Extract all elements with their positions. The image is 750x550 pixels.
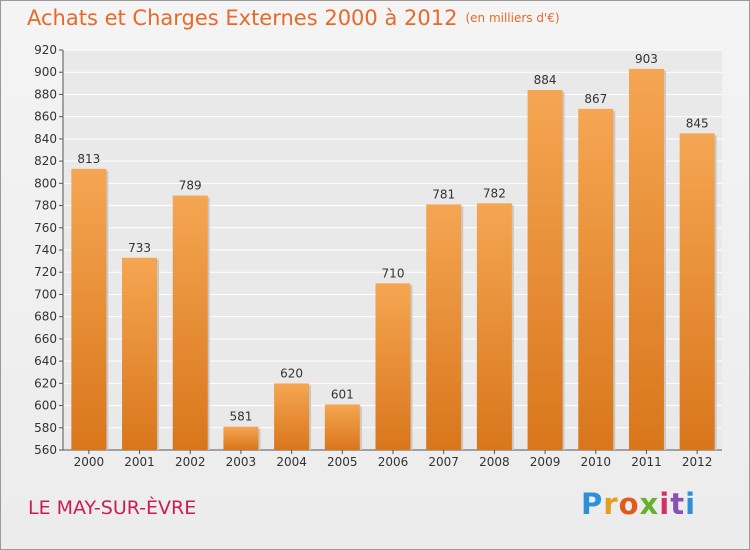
x-tick-label: 2006 [378, 455, 409, 469]
y-tick-label: 720 [34, 265, 57, 279]
x-tick-label: 2011 [631, 455, 662, 469]
data-label: 884 [534, 73, 557, 87]
bar [426, 204, 462, 450]
proxiti-logo: Proxiti [581, 487, 697, 521]
bar [223, 426, 259, 450]
x-tick-label: 2003 [226, 455, 257, 469]
y-tick-label: 880 [34, 87, 57, 101]
y-tick-label: 780 [34, 199, 57, 213]
x-tick-label: 2004 [276, 455, 307, 469]
bar [324, 404, 360, 450]
y-tick-label: 700 [34, 287, 57, 301]
y-tick-label: 900 [34, 65, 57, 79]
y-tick-label: 840 [34, 132, 57, 146]
x-tick-label: 2008 [479, 455, 510, 469]
y-tick-label: 660 [34, 332, 57, 346]
data-label: 903 [635, 52, 658, 66]
bar [172, 195, 208, 450]
y-tick-label: 620 [34, 376, 57, 390]
y-tick-label: 820 [34, 154, 57, 168]
x-tick-label: 2010 [580, 455, 611, 469]
y-tick-label: 580 [34, 421, 57, 435]
data-label: 867 [584, 92, 607, 106]
y-tick-label: 860 [34, 110, 57, 124]
place-name: LE MAY-SUR-ÈVRE [28, 497, 197, 519]
y-tick-label: 680 [34, 310, 57, 324]
data-label: 620 [280, 366, 303, 380]
x-tick-label: 2005 [327, 455, 358, 469]
unit-label: (en milliers d'€) [465, 11, 560, 25]
bar [71, 168, 107, 450]
y-tick-label: 800 [34, 176, 57, 190]
data-label: 845 [686, 116, 709, 130]
x-tick-label: 2001 [124, 455, 155, 469]
data-label: 789 [179, 179, 202, 193]
x-tick-label: 2000 [74, 455, 105, 469]
y-tick-label: 920 [34, 43, 57, 57]
bar [375, 283, 411, 450]
bar [476, 203, 512, 450]
y-tick-label: 760 [34, 221, 57, 235]
bar [527, 90, 563, 450]
bar [628, 68, 664, 450]
y-tick-label: 740 [34, 243, 57, 257]
y-tick-label: 560 [34, 443, 57, 457]
data-label: 782 [483, 186, 506, 200]
data-label: 733 [128, 241, 151, 255]
data-label: 781 [432, 187, 455, 201]
data-label: 710 [382, 266, 405, 280]
x-tick-label: 2007 [428, 455, 459, 469]
data-label: 581 [229, 410, 252, 424]
data-label: 601 [331, 387, 354, 401]
data-label: 813 [77, 152, 100, 166]
x-tick-label: 2002 [175, 455, 206, 469]
x-tick-label: 2012 [682, 455, 713, 469]
y-tick-label: 600 [34, 399, 57, 413]
chart-title-text: Achats et Charges Externes 2000 à 2012 [27, 6, 458, 30]
x-tick-label: 2009 [530, 455, 561, 469]
y-tick-label: 640 [34, 354, 57, 368]
bar [274, 383, 310, 450]
bar [122, 257, 158, 450]
bar [578, 108, 614, 450]
bar [679, 133, 715, 451]
chart-title: Achats et Charges Externes 2000 à 2012 (e… [27, 6, 560, 30]
